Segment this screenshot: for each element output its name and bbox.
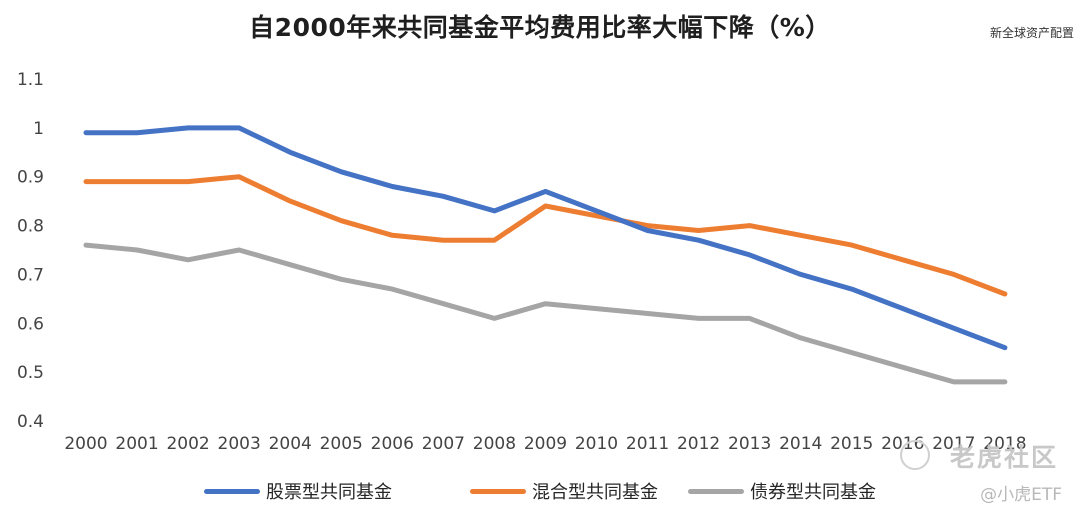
legend-swatch bbox=[470, 488, 526, 494]
series-line-1 bbox=[83, 125, 1008, 351]
x-tick-label: 2009 bbox=[524, 434, 567, 454]
x-tick-label: 2013 bbox=[728, 434, 771, 454]
y-tick-label: 0.5 bbox=[17, 363, 44, 383]
watermark-handle: @小虎ETF bbox=[980, 485, 1062, 505]
x-tick-label: 2012 bbox=[677, 434, 720, 454]
y-tick-label: 0.7 bbox=[17, 265, 44, 285]
x-tick-label: 2017 bbox=[932, 434, 975, 454]
legend-label: 股票型共同基金 bbox=[266, 482, 392, 503]
legend-label: 混合型共同基金 bbox=[532, 482, 658, 503]
x-tick-label: 2007 bbox=[422, 434, 465, 454]
watermark-brand: 老虎社区 bbox=[949, 443, 1058, 472]
x-tick-label: 2000 bbox=[64, 434, 107, 454]
title-area: 自2000年来共同基金平均费用比率大幅下降（%） bbox=[0, 0, 1080, 50]
x-tick-label: 2018 bbox=[983, 434, 1026, 454]
x-tick-label: 2001 bbox=[115, 434, 158, 454]
legend-swatch bbox=[688, 488, 744, 494]
y-tick-label: 0.9 bbox=[17, 168, 44, 188]
y-tick-label: 1.1 bbox=[17, 70, 44, 90]
legend-label: 债券型共同基金 bbox=[750, 482, 876, 503]
x-tick-label: 2011 bbox=[626, 434, 669, 454]
source-label: 新全球资产配置 bbox=[989, 26, 1074, 40]
tiger-logo-icon bbox=[900, 440, 930, 470]
y-tick-label: 1 bbox=[33, 119, 44, 139]
x-tick-label: 2004 bbox=[269, 434, 312, 454]
series-line-3 bbox=[83, 242, 1008, 385]
x-tick-label: 2006 bbox=[371, 434, 414, 454]
legend-item: 混合型共同基金 bbox=[470, 476, 658, 506]
x-tick-label: 2002 bbox=[166, 434, 209, 454]
x-tick-label: 2005 bbox=[320, 434, 363, 454]
x-tick-label: 2014 bbox=[779, 434, 822, 454]
chart-legend: 股票型共同基金 混合型共同基金 债券型共同基金 bbox=[0, 476, 1080, 506]
chart-title: 自2000年来共同基金平均费用比率大幅下降（%） bbox=[249, 13, 831, 42]
legend-item: 债券型共同基金 bbox=[688, 476, 876, 506]
x-tick-label: 2010 bbox=[575, 434, 618, 454]
y-tick-label: 0.8 bbox=[17, 217, 44, 237]
legend-item: 股票型共同基金 bbox=[204, 476, 392, 506]
y-tick-label: 0.6 bbox=[17, 314, 44, 334]
x-tick-label: 2003 bbox=[218, 434, 261, 454]
x-tick-label: 2015 bbox=[830, 434, 873, 454]
y-tick-label: 0.4 bbox=[17, 412, 44, 432]
legend-swatch bbox=[204, 488, 260, 494]
x-tick-label: 2008 bbox=[473, 434, 516, 454]
series-line-2 bbox=[83, 174, 1008, 297]
